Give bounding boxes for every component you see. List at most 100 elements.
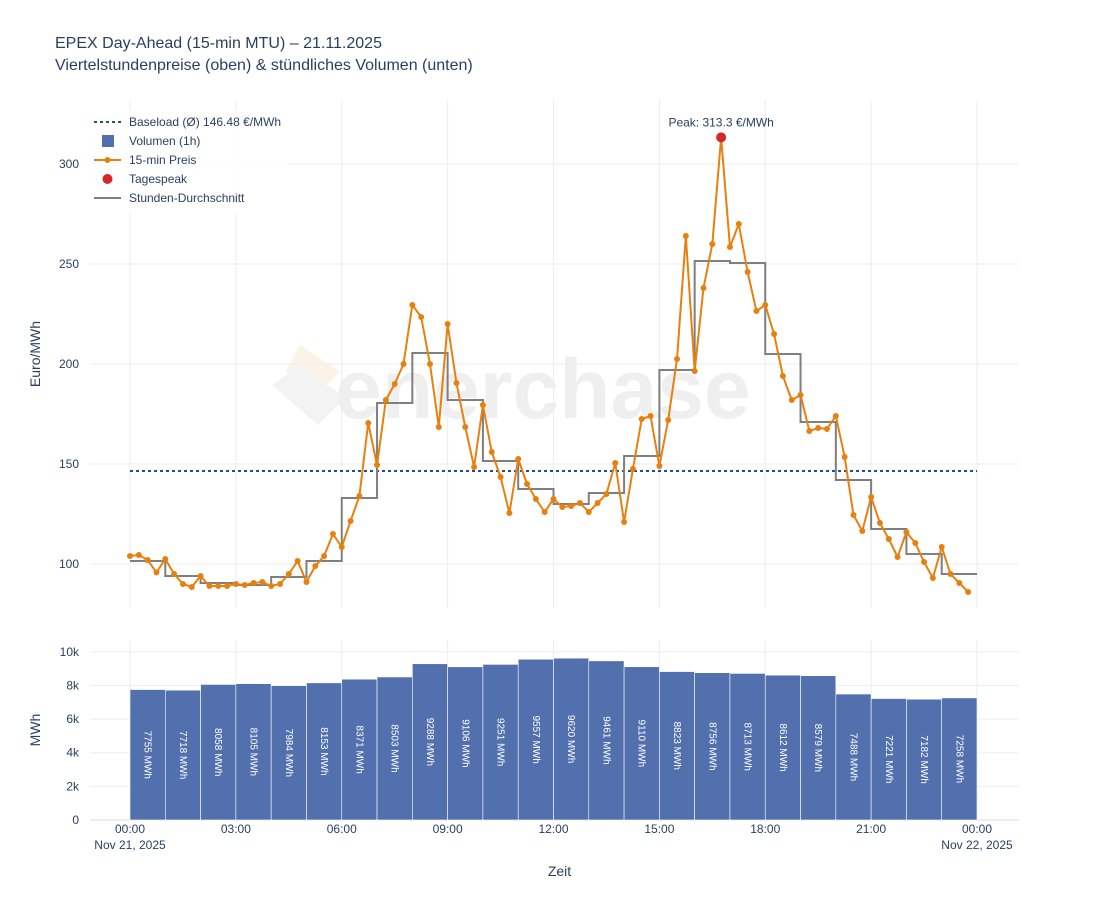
price-point <box>497 474 504 480</box>
price-point <box>788 397 795 403</box>
price-point <box>885 536 892 542</box>
volume-bar-label: 8579 MWh <box>812 724 823 772</box>
volume-bar-label: 8756 MWh <box>706 722 717 770</box>
price-point <box>188 584 195 590</box>
price-point <box>744 269 751 275</box>
peak-marker <box>716 132 727 143</box>
price-point <box>285 571 292 577</box>
price-point <box>532 496 539 502</box>
volume-bar <box>482 664 519 821</box>
watermark: enerchase <box>272 342 751 436</box>
legend-label-price: 15-min Preis <box>129 153 196 167</box>
price-point <box>656 463 663 469</box>
price-point <box>127 553 133 559</box>
watermark-text: enerchase <box>335 342 751 436</box>
price-point <box>647 413 654 419</box>
price-point <box>938 544 945 550</box>
price-point <box>250 580 257 586</box>
price-point <box>382 397 389 403</box>
price-point <box>321 553 328 559</box>
price-point <box>462 424 469 430</box>
price-point <box>144 557 151 563</box>
price-point <box>400 361 407 367</box>
price-ytick-label: 250 <box>59 257 79 271</box>
price-point <box>568 503 575 509</box>
volume-bar <box>835 693 872 821</box>
price-point <box>347 518 354 524</box>
price-point <box>215 583 222 589</box>
volume-bar-label: 9106 MWh <box>459 719 470 767</box>
volume-bars: 7755 MWh 7718 MWh 8058 MWh 8105 MWh 7984 MWh… <box>129 657 978 821</box>
price-point <box>559 504 566 510</box>
legend-background <box>88 110 288 212</box>
volume-bar <box>341 678 378 821</box>
legend-swatch-peak <box>102 174 113 184</box>
volume-bar-label: 7718 MWh <box>177 731 188 779</box>
legend-label-baseload: Baseload (Ø) 146.48 €/MWh <box>129 115 281 129</box>
volume-bar <box>870 698 907 821</box>
volume-bar-label: 9557 MWh <box>530 715 541 763</box>
price-point <box>832 413 839 419</box>
volume-ytick-label: 0 <box>72 813 79 827</box>
price-point <box>638 416 645 422</box>
price-y-axis-label: Euro/MWh <box>27 321 43 387</box>
volume-bar-label: 7984 MWh <box>283 729 294 777</box>
volume-y-axis-label: MWh <box>27 714 43 747</box>
volume-bar <box>376 676 413 821</box>
volume-bar <box>764 674 801 821</box>
price-point <box>612 460 619 466</box>
price-point <box>515 456 522 462</box>
volume-bar-label: 8153 MWh <box>318 727 329 775</box>
x-tick-label: 09:00 <box>433 822 463 836</box>
price-point <box>356 493 363 499</box>
price-point <box>762 302 769 308</box>
volume-bar <box>306 682 343 821</box>
volume-bar <box>412 663 448 821</box>
price-point <box>824 426 831 432</box>
price-point <box>674 356 681 362</box>
legend-label-volume: Volumen (1h) <box>129 134 200 148</box>
volume-bar-label: 7488 MWh <box>847 733 858 781</box>
volume-bar-label: 8713 MWh <box>742 723 753 771</box>
volume-bar-label: 8058 MWh <box>212 728 223 776</box>
price-point <box>541 509 548 515</box>
price-ytick-label: 200 <box>59 357 79 371</box>
volume-bar-label: 7182 MWh <box>918 735 929 783</box>
price-point <box>903 529 910 535</box>
price-point <box>735 221 742 227</box>
price-ytick-label: 100 <box>59 557 79 571</box>
price-point <box>435 424 442 430</box>
watermark-logo-shape <box>272 365 345 425</box>
price-point <box>471 464 478 470</box>
volume-ytick-label: 4k <box>66 746 80 760</box>
price-point <box>374 462 381 468</box>
price-point <box>206 583 213 589</box>
volume-bar-label: 8823 MWh <box>671 722 682 770</box>
price-point <box>947 571 954 577</box>
x-tick-label: 18:00 <box>750 822 780 836</box>
volume-bar <box>517 658 554 821</box>
volume-bar <box>906 698 943 821</box>
price-point <box>409 302 416 308</box>
price-point <box>197 573 204 579</box>
volume-bar-label: 7755 MWh <box>142 731 153 779</box>
price-point <box>921 559 928 565</box>
price-point <box>700 285 707 291</box>
legend-swatch-volume <box>102 135 114 147</box>
price-point <box>276 581 283 587</box>
price-point <box>894 554 901 560</box>
x-axis-label: Zeit <box>548 863 571 879</box>
volume-bar <box>235 683 272 821</box>
chart-title: EPEX Day-Ahead (15-min MTU) – 21.11.2025 <box>55 35 382 52</box>
price-point <box>241 582 248 588</box>
volume-bar <box>553 657 590 821</box>
x-tick-label: 21:00 <box>856 822 886 836</box>
price-point <box>841 454 848 460</box>
volume-bar <box>623 666 660 821</box>
volume-bar <box>941 697 978 821</box>
x-tick-label: 15:00 <box>644 822 674 836</box>
peak-label: Peak: 313.3 €/MWh <box>668 115 773 129</box>
watermark-logo-shape <box>286 345 340 392</box>
price-point <box>665 417 672 423</box>
